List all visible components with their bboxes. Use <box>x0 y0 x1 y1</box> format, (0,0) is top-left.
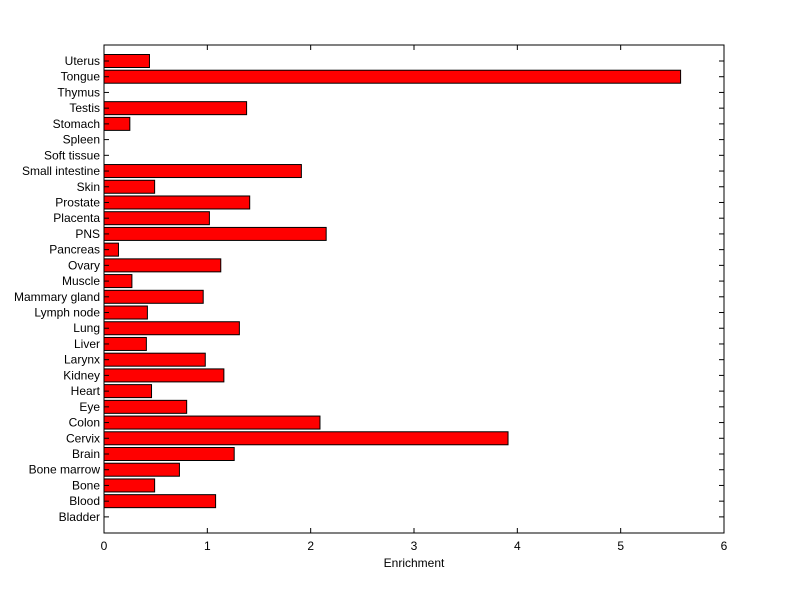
y-tick-label: Placenta <box>53 211 100 225</box>
y-tick-label: Lung <box>73 321 100 335</box>
y-tick-label: Brain <box>72 447 100 461</box>
bar-skin <box>103 179 156 194</box>
y-tick-label: Thymus <box>57 85 100 99</box>
bar-lung <box>103 321 240 336</box>
y-tick-label: Bone <box>72 478 100 492</box>
bar-ovary <box>103 258 222 273</box>
y-tick-label: Small intestine <box>22 164 100 178</box>
y-tick-label: Pancreas <box>49 243 100 257</box>
y-tick-label: Mammary gland <box>14 290 100 304</box>
x-tick-label: 4 <box>514 539 521 553</box>
bar-testis <box>103 101 248 116</box>
y-tick-label: Bladder <box>59 510 100 524</box>
y-tick-label: Bone marrow <box>29 463 101 477</box>
bar-eye <box>103 399 188 414</box>
bar-kidney <box>103 368 225 383</box>
bar-bone-marrow <box>103 462 180 477</box>
x-tick-label: 3 <box>411 539 418 553</box>
bar-uterus <box>103 54 150 68</box>
y-tick-label: Muscle <box>62 274 100 288</box>
x-tick-label: 0 <box>101 539 108 553</box>
bar-bone <box>103 478 156 493</box>
y-tick-label: Spleen <box>63 133 100 147</box>
bar-cervix <box>103 431 509 446</box>
bar-heart <box>103 384 153 399</box>
bar-prostate <box>103 195 251 210</box>
bar-tongue <box>103 69 682 84</box>
bar-liver <box>103 336 147 351</box>
y-tick-label: Cervix <box>66 431 100 445</box>
y-tick-label: PNS <box>75 227 100 241</box>
bar-blood <box>103 494 217 509</box>
bar-placenta <box>103 211 210 226</box>
bar-pns <box>103 226 327 241</box>
y-tick-label: Tongue <box>61 70 101 84</box>
y-tick-label: Blood <box>69 494 100 508</box>
x-tick-label: 2 <box>307 539 314 553</box>
y-tick-label: Heart <box>71 384 101 398</box>
bar-brain <box>103 447 235 461</box>
y-tick-label: Stomach <box>53 117 100 131</box>
x-tick-label: 1 <box>204 539 211 553</box>
bar-lymph-node <box>103 305 148 320</box>
y-tick-label: Testis <box>69 101 100 115</box>
bar-larynx <box>103 352 206 367</box>
y-tick-label: Soft tissue <box>44 148 100 162</box>
bar-small-intestine <box>103 164 302 179</box>
y-tick-label: Prostate <box>55 195 100 209</box>
bars-group <box>103 54 682 509</box>
bar-colon <box>103 415 321 430</box>
y-tick-label: Larynx <box>64 353 100 367</box>
y-tick-label: Liver <box>74 337 100 351</box>
x-ticks-group: 0 1 2 3 4 5 6 <box>101 45 728 553</box>
y-tick-label: Lymph node <box>34 306 100 320</box>
y-tick-label: Kidney <box>63 368 100 382</box>
x-axis-title: Enrichment <box>384 556 445 570</box>
y-tick-label: Eye <box>79 400 100 414</box>
y-tick-label: Colon <box>69 416 100 430</box>
y-tick-label: Uterus <box>65 54 100 68</box>
x-tick-label: 5 <box>617 539 624 553</box>
bar-mammary-gland <box>103 289 204 304</box>
y-tick-label: Ovary <box>68 258 100 272</box>
y-tick-label: Skin <box>77 180 100 194</box>
x-tick-label: 6 <box>721 539 728 553</box>
